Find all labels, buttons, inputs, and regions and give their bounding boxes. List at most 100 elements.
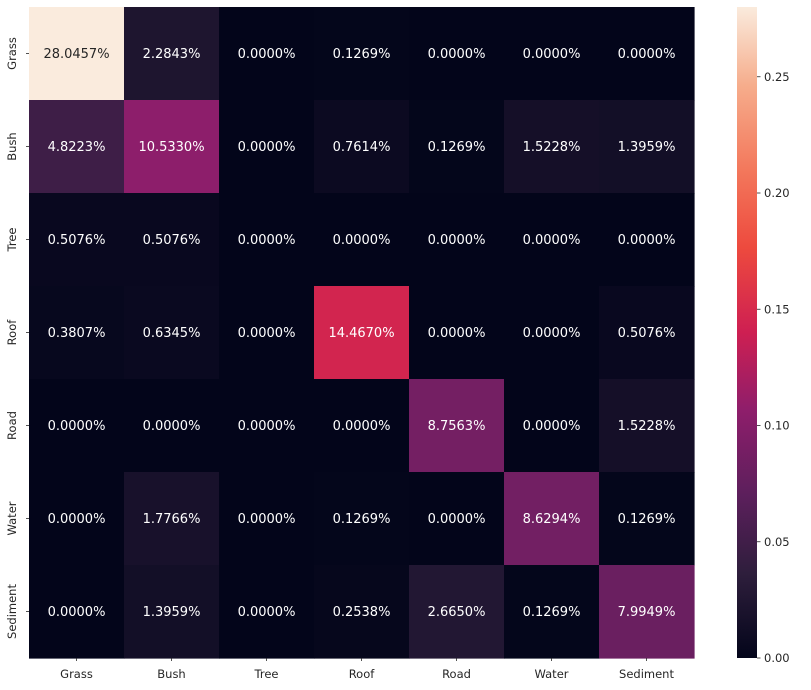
heatmap-cell-bush-tree bbox=[219, 100, 315, 194]
heatmap-cell-bush-bush bbox=[124, 100, 220, 194]
heatmap-cell-water-sediment bbox=[599, 472, 695, 566]
heatmap-cell-tree-water bbox=[504, 193, 600, 287]
heatmap-cell-label: 0.1269% bbox=[523, 605, 581, 620]
y-tick-label: Roof bbox=[5, 319, 19, 346]
colorbar-tick-label: 0.25 bbox=[764, 70, 790, 84]
heatmap-cell-bush-grass bbox=[29, 100, 125, 194]
heatmap-cell-water-roof bbox=[314, 472, 410, 566]
heatmap-cell-label: 1.5228% bbox=[523, 140, 581, 155]
heatmap-cell-water-bush bbox=[124, 472, 220, 566]
y-axis-ticks: Grass Bush Tree Roof Road Water Sediment bbox=[5, 37, 29, 639]
y-tick-label: Road bbox=[5, 411, 19, 440]
heatmap-cell-label: 10.5330% bbox=[138, 140, 204, 155]
heatmap-cell-sediment-road bbox=[409, 565, 505, 659]
y-tick-label: Grass bbox=[5, 37, 19, 70]
heatmap-cell-grass-bush bbox=[124, 7, 220, 101]
heatmap-cell-road-sediment bbox=[599, 379, 695, 473]
heatmap-cell-grass-road bbox=[409, 7, 505, 101]
heatmap-cell-tree-sediment bbox=[599, 193, 695, 287]
heatmap-cell-label: 0.5076% bbox=[143, 233, 201, 248]
colorbar-tick-label: 0.10 bbox=[764, 419, 790, 433]
heatmap-cell-label: 0.0000% bbox=[618, 233, 676, 248]
heatmap-cell-label: 0.0000% bbox=[238, 326, 296, 341]
heatmap-cell-label: 0.0000% bbox=[428, 326, 486, 341]
heatmap-cell-label: 0.0000% bbox=[238, 233, 296, 248]
heatmap-cell-label: 0.0000% bbox=[523, 233, 581, 248]
heatmap-cell-label: 1.3959% bbox=[143, 605, 201, 620]
heatmap-cell-label: 0.1269% bbox=[333, 47, 391, 62]
heatmap-cell-water-road bbox=[409, 472, 505, 566]
colorbar-gradient bbox=[737, 7, 757, 658]
heatmap-cell-label: 0.0000% bbox=[238, 605, 296, 620]
heatmap-cell-label: 0.0000% bbox=[428, 47, 486, 62]
heatmap-cell-label: 0.7614% bbox=[333, 140, 391, 155]
heatmap-cell-grass-sediment bbox=[599, 7, 695, 101]
heatmap-cell-road-tree bbox=[219, 379, 315, 473]
heatmap-cell-roof-sediment bbox=[599, 286, 695, 380]
heatmap-cell-tree-grass bbox=[29, 193, 125, 287]
heatmap-cell-label: 1.3959% bbox=[618, 140, 676, 155]
heatmap-cell-road-roof bbox=[314, 379, 410, 473]
heatmap-cell-label: 0.0000% bbox=[48, 512, 106, 527]
heatmap-cell-label: 0.2538% bbox=[333, 605, 391, 620]
heatmap-cell-label: 1.7766% bbox=[143, 512, 201, 527]
heatmap-cell-label: 0.1269% bbox=[333, 512, 391, 527]
heatmap-cell-label: 0.1269% bbox=[618, 512, 676, 527]
x-tick-label: Road bbox=[442, 667, 471, 681]
heatmap-cell-bush-water bbox=[504, 100, 600, 194]
heatmap-cell-label: 0.0000% bbox=[143, 419, 201, 434]
x-tick-label: Water bbox=[535, 667, 569, 681]
heatmap-cell-label: 0.0000% bbox=[618, 47, 676, 62]
heatmap-cell-bush-sediment bbox=[599, 100, 695, 194]
heatmap-cell-roof-roof bbox=[314, 286, 410, 380]
x-tick-label: Bush bbox=[157, 667, 185, 681]
heatmap-cell-label: 0.0000% bbox=[238, 512, 296, 527]
heatmap-cell-road-water bbox=[504, 379, 600, 473]
colorbar-tick-label: 0.00 bbox=[764, 651, 790, 665]
heatmap-cell-sediment-grass bbox=[29, 565, 125, 659]
heatmap-cell-roof-tree bbox=[219, 286, 315, 380]
colorbar-tick-label: 0.20 bbox=[764, 186, 790, 200]
heatmap-cell-label: 0.0000% bbox=[523, 47, 581, 62]
heatmap-cell-tree-tree bbox=[219, 193, 315, 287]
heatmap-cell-label: 0.0000% bbox=[333, 419, 391, 434]
heatmap-cell-sediment-tree bbox=[219, 565, 315, 659]
heatmap-cell-label: 0.5076% bbox=[618, 326, 676, 341]
heatmap-cell-road-road bbox=[409, 379, 505, 473]
heatmap-cell-bush-road bbox=[409, 100, 505, 194]
heatmap-cell-label: 0.0000% bbox=[238, 140, 296, 155]
heatmap-cell-grass-water bbox=[504, 7, 600, 101]
heatmap-cell-label: 2.2843% bbox=[143, 47, 201, 62]
heatmap-cell-label: 0.0000% bbox=[523, 326, 581, 341]
heatmap-cell-label: 0.0000% bbox=[48, 605, 106, 620]
heatmap-cell-label: 8.7563% bbox=[428, 419, 486, 434]
colorbar-tick-label: 0.15 bbox=[764, 302, 790, 316]
heatmap-cell-label: 14.4670% bbox=[328, 326, 394, 341]
heatmap-cell-label: 0.0000% bbox=[333, 233, 391, 248]
colorbar: 0.00 0.05 0.10 0.15 0.20 0.25 bbox=[737, 7, 790, 665]
heatmap-cell-label: 4.8223% bbox=[48, 140, 106, 155]
heatmap-cell-grass-tree bbox=[219, 7, 315, 101]
heatmap-cell-sediment-roof bbox=[314, 565, 410, 659]
heatmap-cell-water-grass bbox=[29, 472, 125, 566]
heatmap-cell-tree-bush bbox=[124, 193, 220, 287]
x-tick-label: Tree bbox=[254, 667, 279, 681]
heatmap-cell-roof-road bbox=[409, 286, 505, 380]
heatmap-cell-label: 8.6294% bbox=[523, 512, 581, 527]
heatmap-cell-label: 0.3807% bbox=[48, 326, 106, 341]
heatmap-cells bbox=[29, 7, 695, 659]
heatmap-cell-label: 7.9949% bbox=[618, 605, 676, 620]
heatmap-cell-road-grass bbox=[29, 379, 125, 473]
heatmap-cell-label: 0.6345% bbox=[143, 326, 201, 341]
heatmap-cell-water-tree bbox=[219, 472, 315, 566]
heatmap-cell-sediment-sediment bbox=[599, 565, 695, 659]
heatmap-cell-tree-roof bbox=[314, 193, 410, 287]
colorbar-tick-label: 0.05 bbox=[764, 535, 790, 549]
heatmap-cell-label: 0.0000% bbox=[428, 512, 486, 527]
heatmap-cell-roof-grass bbox=[29, 286, 125, 380]
heatmap-cell-sediment-bush bbox=[124, 565, 220, 659]
heatmap-cell-label: 0.1269% bbox=[428, 140, 486, 155]
x-tick-label: Grass bbox=[60, 667, 93, 681]
